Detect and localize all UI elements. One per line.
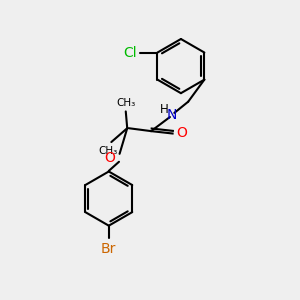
Text: H: H [160, 103, 169, 116]
Text: N: N [167, 108, 177, 122]
Text: CH₃: CH₃ [98, 146, 117, 156]
Text: Cl: Cl [123, 46, 137, 59]
Text: O: O [177, 126, 188, 140]
Text: O: O [105, 151, 116, 165]
Text: Br: Br [101, 242, 116, 256]
Text: CH₃: CH₃ [116, 98, 135, 108]
